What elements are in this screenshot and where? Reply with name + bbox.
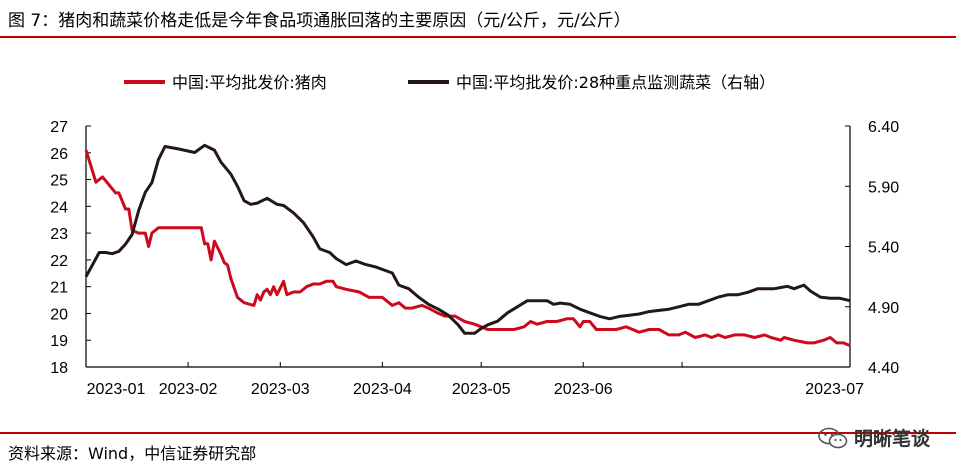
left-tick-label: 20 [50,306,68,323]
source-note: 资料来源：Wind，中信证券研究部 [8,444,257,463]
right-tick-label: 4.40 [868,360,899,377]
left-tick-label: 27 [50,119,68,136]
x-tick-label: 2023-04 [353,381,412,398]
left-tick-label: 18 [50,360,68,377]
vegetable-price-line [84,143,851,335]
legend: 中国:平均批发价:猪肉 中国:平均批发价:28种重点监测蔬菜（右轴） [124,73,775,92]
x-tick-label: 2023-02 [159,381,218,398]
right-tick-label: 4.90 [868,300,899,317]
left-tick-label: 25 [50,173,68,190]
left-tick-label: 21 [50,280,68,297]
right-tick-label: 6.40 [868,119,899,136]
left-tick-label: 22 [50,253,68,270]
plot-area [84,143,851,347]
price-line-chart: 中国:平均批发价:猪肉 中国:平均批发价:28种重点监测蔬菜（右轴） 18 19 2… [50,73,899,398]
watermark-text: 明晰笔谈 [853,428,930,450]
left-tick-label: 26 [50,146,68,163]
watermark: 明晰笔谈 [818,424,930,451]
x-tick-label: 2023-03 [251,381,310,398]
chart-title: 图 7：猪肉和蔬菜价格走低是今年食品项通胀回落的主要原因（元/公斤，元/公斤） [8,11,631,31]
title-rule [0,36,956,38]
x-tick-label: 2023-06 [554,381,613,398]
x-tick-label: 2023-01 [87,381,146,398]
x-tick-label: 2023-07 [805,381,864,398]
legend-label-veg: 中国:平均批发价:28种重点监测蔬菜（右轴） [456,73,775,92]
left-tick-label: 19 [50,333,68,350]
pork-price-line [84,149,851,347]
legend-label-pork: 中国:平均批发价:猪肉 [172,73,327,92]
x-tick-label: 2023-05 [452,381,511,398]
footer-rule [0,432,956,434]
right-tick-label: 5.90 [868,179,899,196]
left-tick-label: 24 [50,199,68,216]
left-tick-label: 23 [50,226,68,243]
axes: 18 19 20 21 22 23 24 25 26 27 4.40 4.90 5.40 5.90 6.40… [50,119,899,398]
right-tick-label: 5.40 [868,240,899,257]
wechat-icon [818,427,848,448]
